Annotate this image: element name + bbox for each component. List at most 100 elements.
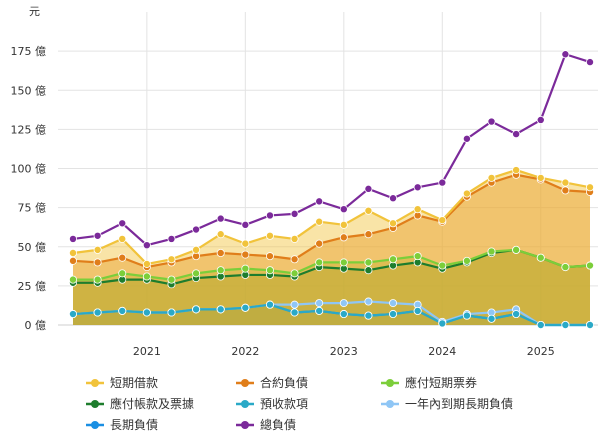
point-預收款項: [586, 320, 595, 329]
point-總負債: [364, 184, 373, 193]
legend-label: 總負債: [260, 417, 296, 432]
point-應付短期票券: [389, 255, 398, 264]
point-預收款項: [389, 310, 398, 319]
point-短期借款: [487, 173, 496, 182]
point-預收款項: [561, 320, 570, 329]
point-短期借款: [142, 259, 151, 268]
area-layer: [73, 170, 590, 325]
area-應付帳款及票據: [73, 249, 590, 325]
point-短期借款: [265, 231, 274, 240]
legend-item: 預收款項: [236, 397, 308, 411]
legend-marker: [241, 379, 249, 387]
line-短期借款: [72, 168, 591, 266]
x-tick-label: 2024: [428, 345, 456, 358]
legend-label: 合約負債: [260, 375, 308, 390]
point-預收款項: [93, 308, 102, 317]
legend-label: 應付帳款及票據: [110, 396, 194, 411]
point-應付短期票券: [290, 269, 299, 278]
point-合約負債: [561, 186, 570, 195]
line-layer: [72, 53, 591, 327]
point-預收款項: [167, 308, 176, 317]
point-預收款項: [438, 319, 447, 328]
point-短期借款: [536, 173, 545, 182]
x-tick-label: 2021: [133, 345, 161, 358]
point-應付短期票券: [167, 275, 176, 284]
point-一年內到期長期負債: [339, 299, 348, 308]
y-tick-label: 75 億: [18, 202, 47, 215]
line-總負債: [72, 53, 591, 247]
point-應付短期票券: [462, 256, 471, 265]
y-tick-label: 125 億: [11, 123, 47, 136]
y-tick-label: 0 億: [25, 319, 47, 332]
point-短期借款: [216, 230, 225, 239]
point-總負債: [561, 50, 570, 59]
area-合約負債: [73, 174, 590, 325]
point-總負債: [192, 225, 201, 234]
point-總負債: [93, 231, 102, 240]
point-總負債: [389, 194, 398, 203]
point-合約負債: [69, 256, 78, 265]
line-合約負債: [72, 173, 591, 269]
point-應付短期票券: [142, 272, 151, 281]
point-總負債: [462, 134, 471, 143]
point-短期借款: [241, 239, 250, 248]
point-總負債: [167, 234, 176, 243]
point-應付短期票券: [413, 252, 422, 261]
point-應付短期票券: [265, 266, 274, 275]
point-一年內到期長期負債: [364, 297, 373, 306]
point-短期借款: [167, 255, 176, 264]
legend-marker: [91, 400, 99, 408]
point-短期借款: [438, 216, 447, 225]
legend-label: 預收款項: [260, 397, 308, 411]
point-預收款項: [462, 311, 471, 320]
point-總負債: [142, 241, 151, 250]
legend-marker: [241, 400, 249, 408]
x-tick-label: 2025: [527, 345, 555, 358]
point-應付短期票券: [93, 275, 102, 284]
point-應付短期票券: [216, 266, 225, 275]
point-總負債: [536, 115, 545, 124]
y-tick-label: 50 億: [18, 241, 47, 254]
point-預收款項: [290, 308, 299, 317]
point-應付短期票券: [438, 261, 447, 270]
legend-item: 應付短期票券: [381, 375, 477, 390]
y-tick-label: 175 億: [11, 45, 47, 58]
point-一年內到期長期負債: [389, 299, 398, 308]
point-短期借款: [389, 219, 398, 228]
point-預收款項: [364, 311, 373, 320]
point-短期借款: [561, 178, 570, 187]
point-預收款項: [315, 306, 324, 315]
point-預收款項: [241, 303, 250, 312]
legend-marker: [386, 379, 394, 387]
point-應付短期票券: [339, 258, 348, 267]
point-短期借款: [93, 245, 102, 254]
legend-marker: [91, 379, 99, 387]
point-預收款項: [512, 310, 521, 319]
legend-item: 合約負債: [236, 375, 308, 390]
point-短期借款: [339, 220, 348, 229]
point-預收款項: [142, 308, 151, 317]
point-合約負債: [93, 258, 102, 267]
point-應付短期票券: [364, 258, 373, 267]
legend-label: 應付短期票券: [405, 375, 477, 390]
point-預收款項: [118, 306, 127, 315]
point-預收款項: [339, 310, 348, 319]
point-預收款項: [265, 300, 274, 309]
point-短期借款: [462, 189, 471, 198]
point-預收款項: [216, 305, 225, 314]
point-一年內到期長期負債: [290, 300, 299, 309]
point-合約負債: [339, 233, 348, 242]
point-短期借款: [290, 234, 299, 243]
legend-item: 長期負債: [86, 417, 158, 432]
legend-label: 短期借款: [110, 376, 158, 390]
point-預收款項: [413, 306, 422, 315]
point-短期借款: [315, 217, 324, 226]
point-應付短期票券: [69, 275, 78, 284]
point-合約負債: [364, 230, 373, 239]
point-總負債: [118, 219, 127, 228]
point-應付短期票券: [487, 247, 496, 256]
point-合約負債: [118, 253, 127, 262]
point-合約負債: [216, 249, 225, 258]
area-應付短期票券: [73, 249, 590, 325]
